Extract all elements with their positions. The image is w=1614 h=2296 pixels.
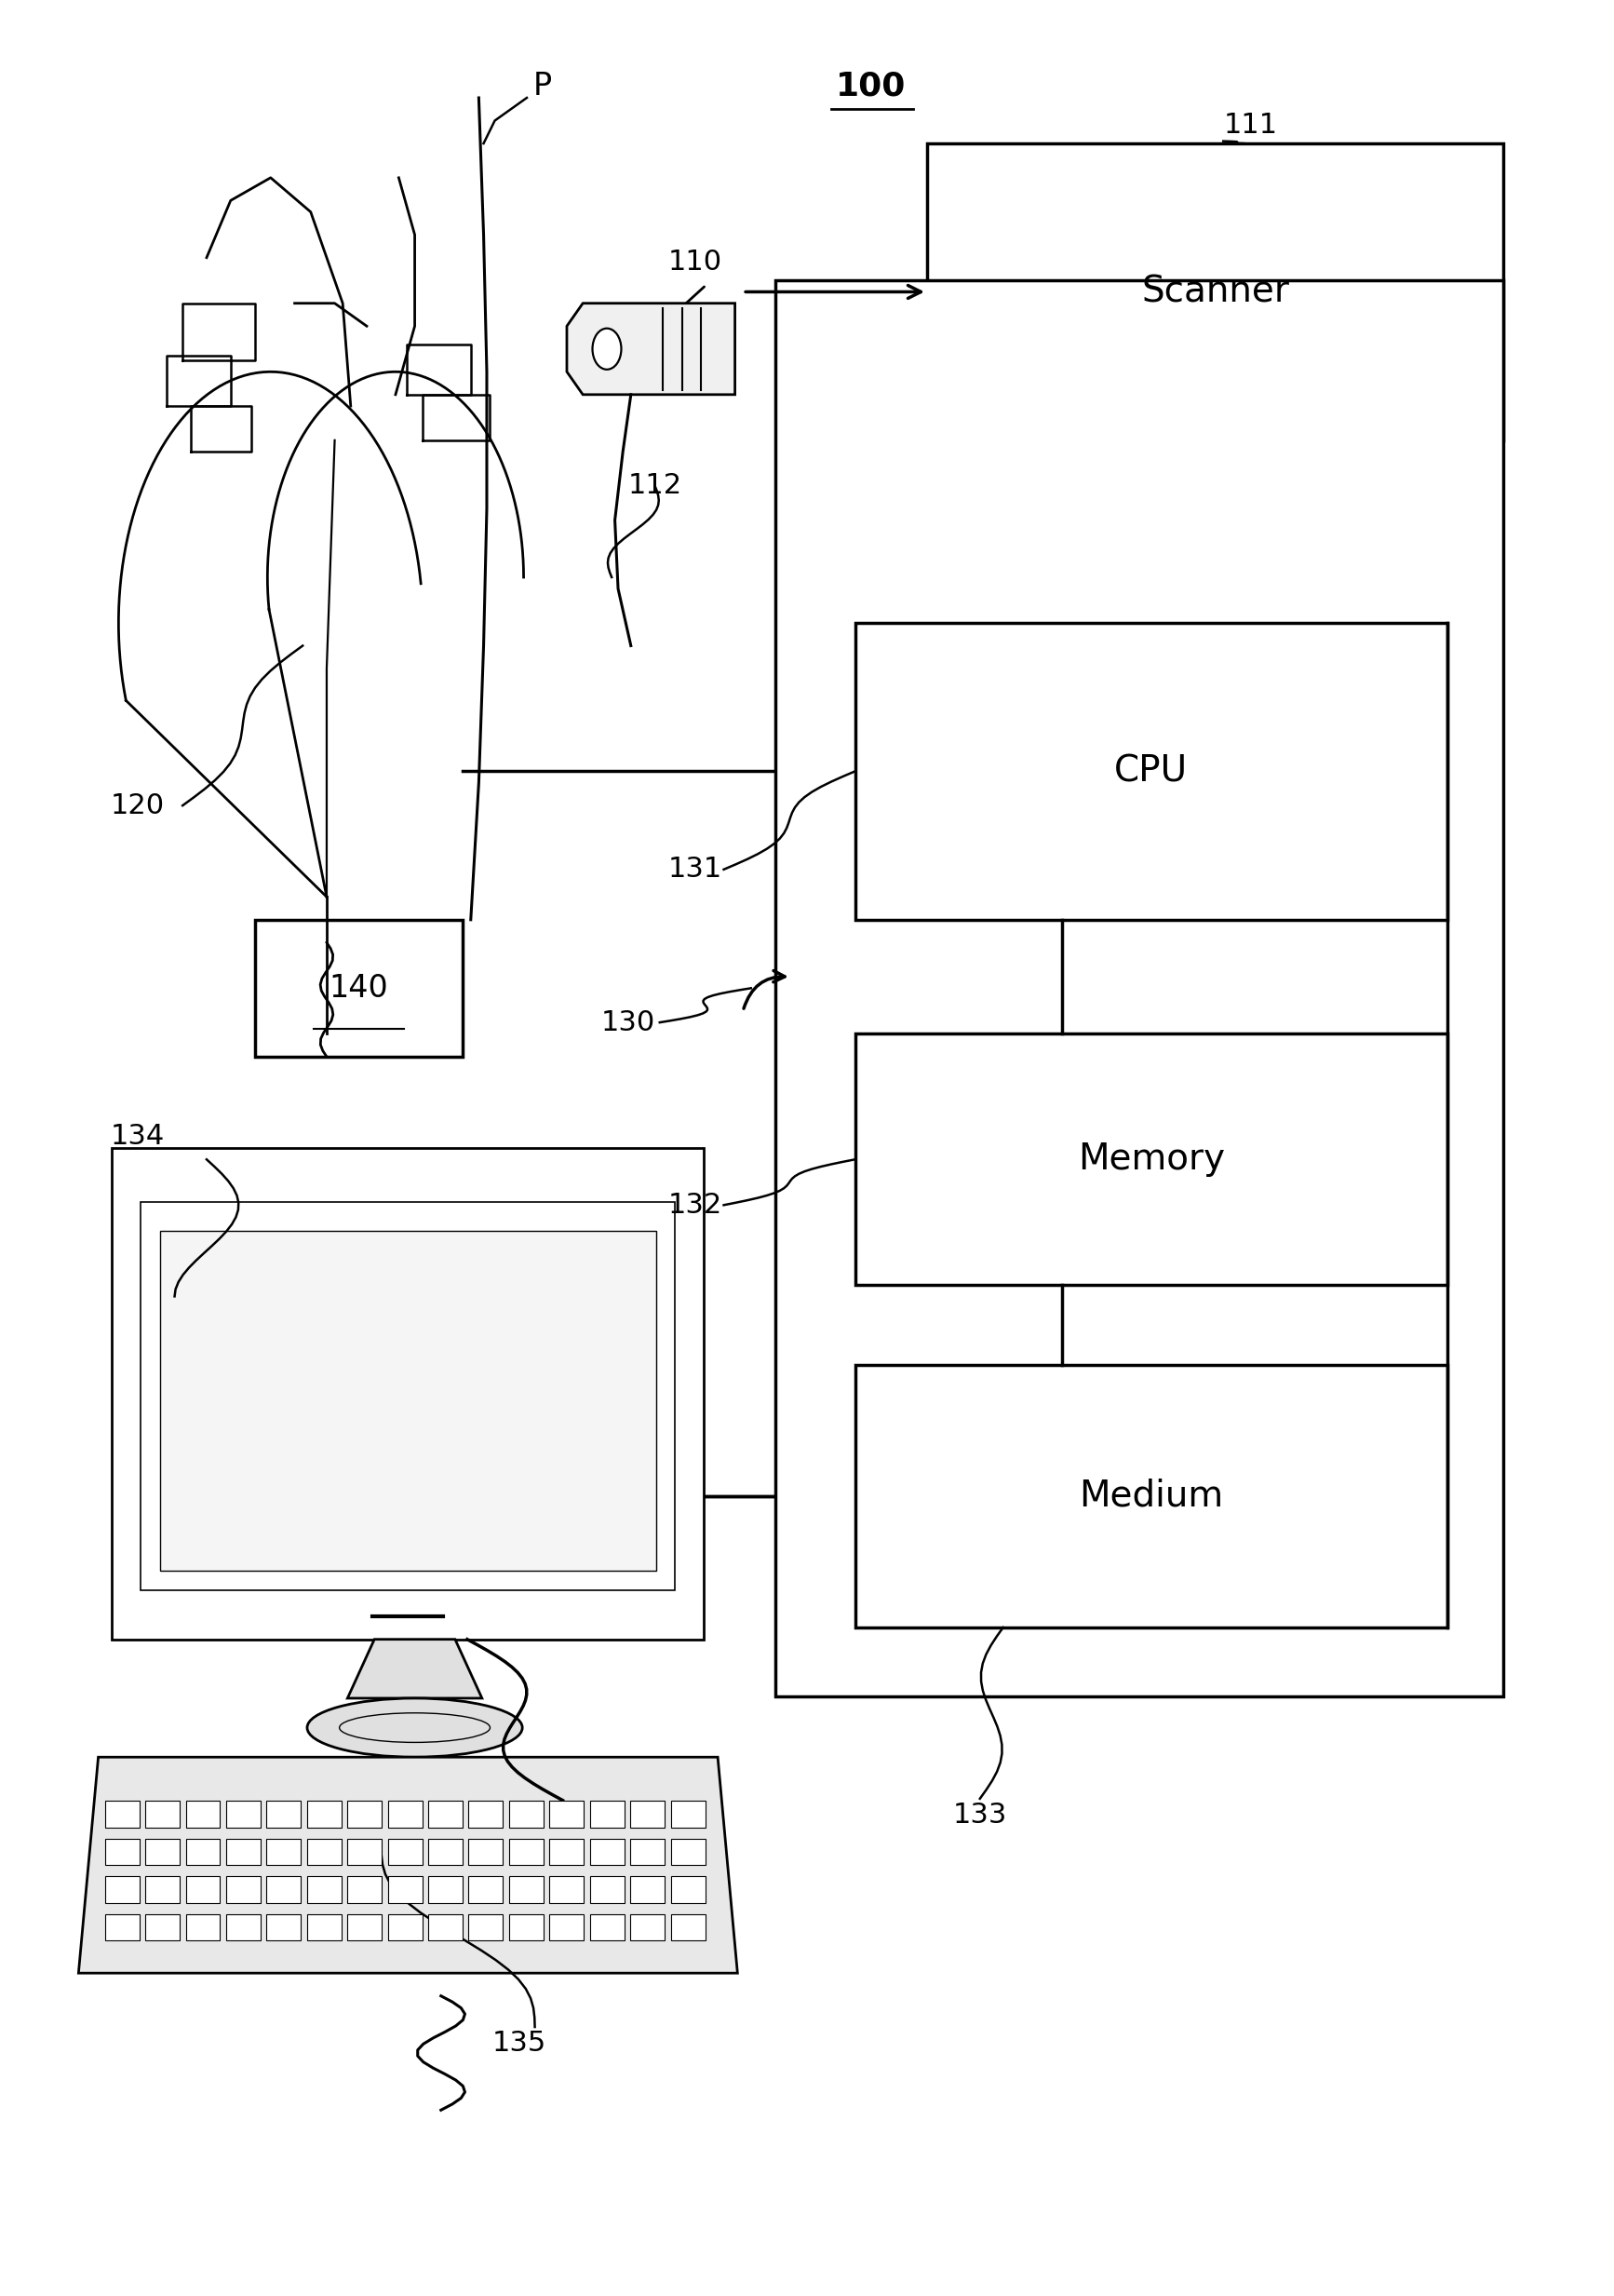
FancyBboxPatch shape [508,1800,544,1828]
FancyBboxPatch shape [186,1876,220,1903]
FancyBboxPatch shape [105,1800,139,1828]
FancyBboxPatch shape [671,1839,705,1864]
Text: 131: 131 [668,856,721,884]
FancyBboxPatch shape [549,1800,584,1828]
FancyBboxPatch shape [266,1839,300,1864]
FancyBboxPatch shape [428,1839,463,1864]
Text: 112: 112 [628,473,683,501]
FancyBboxPatch shape [855,622,1448,921]
FancyBboxPatch shape [549,1839,584,1864]
FancyBboxPatch shape [468,1876,504,1903]
FancyBboxPatch shape [347,1800,383,1828]
Text: Medium: Medium [1080,1479,1223,1513]
FancyBboxPatch shape [160,1231,655,1570]
FancyBboxPatch shape [387,1915,423,1940]
FancyBboxPatch shape [428,1915,463,1940]
Polygon shape [567,303,734,395]
FancyBboxPatch shape [105,1839,139,1864]
Text: 111: 111 [1223,113,1277,138]
Text: CPU: CPU [1114,753,1188,790]
FancyBboxPatch shape [631,1876,665,1903]
FancyBboxPatch shape [226,1839,260,1864]
Text: 133: 133 [952,1800,1007,1828]
FancyBboxPatch shape [255,921,463,1056]
FancyBboxPatch shape [226,1800,260,1828]
FancyBboxPatch shape [468,1915,504,1940]
FancyBboxPatch shape [186,1800,220,1828]
FancyBboxPatch shape [145,1915,179,1940]
FancyBboxPatch shape [145,1800,179,1828]
FancyBboxPatch shape [186,1839,220,1864]
FancyBboxPatch shape [145,1876,179,1903]
Text: 130: 130 [600,1008,655,1035]
FancyBboxPatch shape [347,1839,383,1864]
FancyBboxPatch shape [226,1915,260,1940]
FancyBboxPatch shape [387,1876,423,1903]
FancyBboxPatch shape [508,1839,544,1864]
Polygon shape [79,1756,738,1972]
FancyBboxPatch shape [307,1839,341,1864]
FancyBboxPatch shape [775,280,1504,1697]
FancyBboxPatch shape [549,1876,584,1903]
FancyBboxPatch shape [428,1876,463,1903]
FancyBboxPatch shape [631,1915,665,1940]
FancyBboxPatch shape [105,1915,139,1940]
FancyBboxPatch shape [307,1876,341,1903]
FancyBboxPatch shape [468,1800,504,1828]
FancyBboxPatch shape [589,1915,625,1940]
Text: 135: 135 [492,2030,546,2057]
FancyBboxPatch shape [671,1915,705,1940]
Text: 134: 134 [111,1123,165,1150]
FancyBboxPatch shape [266,1876,300,1903]
FancyBboxPatch shape [307,1800,341,1828]
FancyBboxPatch shape [549,1915,584,1940]
FancyBboxPatch shape [140,1201,675,1591]
FancyBboxPatch shape [111,1148,704,1639]
FancyBboxPatch shape [145,1839,179,1864]
FancyBboxPatch shape [589,1800,625,1828]
FancyBboxPatch shape [671,1876,705,1903]
FancyBboxPatch shape [186,1915,220,1940]
FancyBboxPatch shape [105,1876,139,1903]
Text: 100: 100 [836,71,905,103]
Ellipse shape [307,1699,523,1756]
FancyBboxPatch shape [347,1915,383,1940]
FancyBboxPatch shape [428,1800,463,1828]
FancyBboxPatch shape [468,1839,504,1864]
FancyBboxPatch shape [631,1800,665,1828]
FancyBboxPatch shape [508,1876,544,1903]
FancyBboxPatch shape [589,1876,625,1903]
Text: P: P [534,71,552,101]
FancyBboxPatch shape [387,1839,423,1864]
Circle shape [592,328,621,370]
FancyBboxPatch shape [266,1800,300,1828]
FancyBboxPatch shape [508,1915,544,1940]
Text: Memory: Memory [1078,1141,1225,1178]
FancyBboxPatch shape [855,1364,1448,1628]
FancyBboxPatch shape [307,1915,341,1940]
FancyBboxPatch shape [387,1800,423,1828]
Text: 120: 120 [111,792,165,820]
Text: Scanner: Scanner [1141,273,1290,310]
FancyBboxPatch shape [671,1800,705,1828]
Polygon shape [347,1639,483,1699]
Text: 132: 132 [668,1192,721,1219]
FancyBboxPatch shape [855,1033,1448,1286]
Text: 140: 140 [329,974,389,1003]
FancyArrowPatch shape [744,971,784,1008]
FancyBboxPatch shape [347,1876,383,1903]
FancyBboxPatch shape [226,1876,260,1903]
FancyBboxPatch shape [631,1839,665,1864]
FancyBboxPatch shape [266,1915,300,1940]
FancyBboxPatch shape [589,1839,625,1864]
Text: 110: 110 [668,248,721,276]
FancyBboxPatch shape [926,142,1504,441]
